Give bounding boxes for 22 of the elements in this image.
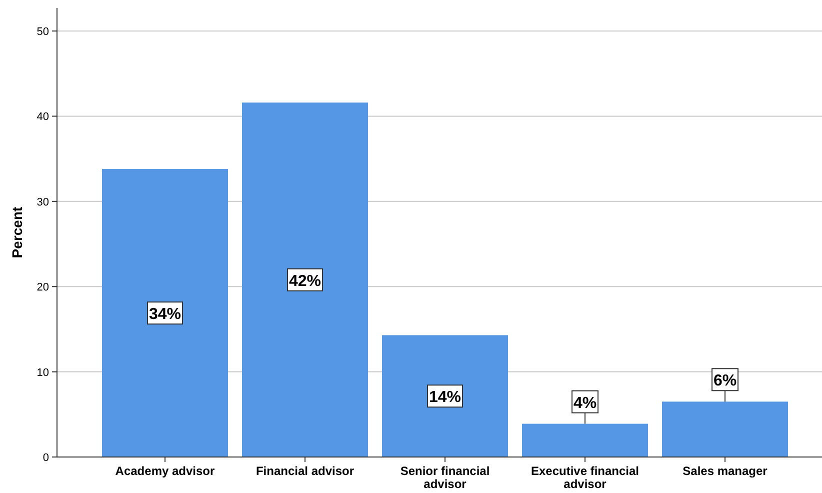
x-tick-label: Financial advisor bbox=[256, 464, 354, 478]
x-tick-label: Academy advisor bbox=[115, 464, 216, 478]
bar bbox=[382, 335, 508, 457]
y-tick-label: 50 bbox=[36, 26, 49, 38]
bar bbox=[102, 169, 228, 457]
y-tick-label: 0 bbox=[42, 452, 49, 464]
data-label: 4% bbox=[573, 394, 597, 412]
x-tick-label: Senior financial advisor bbox=[400, 464, 490, 491]
x-tick-label: Executive financial advisor bbox=[530, 464, 640, 491]
y-tick-label: 40 bbox=[36, 111, 49, 124]
y-tick-label: 30 bbox=[36, 196, 49, 208]
bar bbox=[242, 102, 368, 457]
y-tick-label: 10 bbox=[36, 366, 49, 379]
x-tick-label: Sales manager bbox=[682, 464, 768, 478]
data-label: 42% bbox=[288, 272, 322, 290]
data-label: 14% bbox=[428, 389, 462, 406]
y-tick-label: 20 bbox=[36, 282, 49, 294]
data-label: 6% bbox=[713, 372, 737, 390]
y-axis-title: Percent bbox=[9, 206, 25, 258]
bar bbox=[522, 424, 648, 457]
bar bbox=[662, 402, 788, 457]
data-label: 34% bbox=[148, 306, 182, 324]
